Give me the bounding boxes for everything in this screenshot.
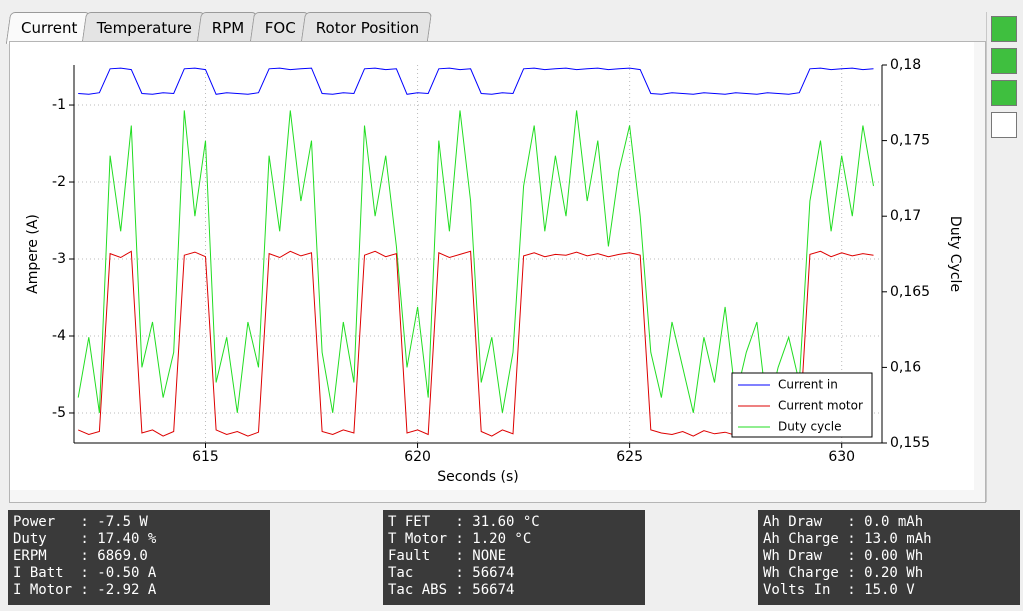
zoom-y-button[interactable] bbox=[991, 80, 1017, 106]
tab-label[interactable]: Temperature bbox=[97, 19, 193, 37]
stat-line: Volts In : 15.0 V bbox=[763, 582, 915, 598]
x-axis-label: Seconds (s) bbox=[437, 469, 518, 485]
y-tick-label: -4 bbox=[52, 328, 66, 344]
tab[interactable]: FOC bbox=[249, 12, 309, 41]
series-line bbox=[78, 67, 874, 95]
stats-panel: Power : -7.5 W Duty : 17.40 % ERPM : 6869.… bbox=[8, 510, 270, 605]
y-tick-label: -1 bbox=[52, 97, 66, 113]
tab-label[interactable]: Rotor Position bbox=[315, 19, 419, 37]
stat-line: ERPM : 6869.0 bbox=[13, 548, 148, 564]
stat-line: T Motor : 1.20 °C bbox=[388, 531, 532, 547]
x-tick-label: 620 bbox=[404, 449, 431, 465]
y-tick-label: -2 bbox=[52, 174, 66, 190]
stat-line: Wh Draw : 0.00 Wh bbox=[763, 548, 924, 564]
tab-label[interactable]: Current bbox=[21, 19, 78, 37]
legend-label: Current in bbox=[778, 378, 838, 392]
stat-line: Tac : 56674 bbox=[388, 565, 515, 581]
y2-tick-label: 0,17 bbox=[890, 208, 921, 224]
tab-label[interactable]: FOC bbox=[264, 19, 296, 37]
legend-label: Duty cycle bbox=[778, 420, 841, 434]
stat-line: Duty : 17.40 % bbox=[13, 531, 157, 547]
stat-line: Power : -7.5 W bbox=[13, 514, 148, 530]
stat-line: T FET : 31.60 °C bbox=[388, 514, 540, 530]
y2-tick-label: 0,18 bbox=[890, 57, 921, 73]
tab[interactable]: RPM bbox=[197, 12, 258, 41]
x-tick-label: 630 bbox=[828, 449, 855, 465]
y-tick-label: -5 bbox=[52, 405, 66, 421]
rescale-button[interactable] bbox=[991, 112, 1017, 138]
toolbar bbox=[986, 12, 1021, 502]
tab-bar: Current Temperature RPM FOC Rotor Position bbox=[5, 12, 433, 44]
y2-tick-label: 0,16 bbox=[890, 359, 921, 375]
y2-tick-label: 0,155 bbox=[890, 435, 930, 451]
tab-label[interactable]: RPM bbox=[212, 19, 245, 37]
tab[interactable]: Current bbox=[5, 12, 91, 44]
stat-line: Fault : NONE bbox=[388, 548, 507, 564]
x-tick-label: 625 bbox=[616, 449, 643, 465]
stat-line: Tac ABS : 56674 bbox=[388, 582, 515, 598]
stats-panel: T FET : 31.60 °C T Motor : 1.20 °C Fault :… bbox=[383, 510, 645, 605]
y2-axis-label: Duty Cycle bbox=[947, 216, 963, 292]
y-tick-label: -3 bbox=[52, 251, 66, 267]
y-axis-label: Ampere (A) bbox=[25, 214, 41, 294]
legend-label: Current motor bbox=[778, 399, 863, 413]
stat-line: I Motor : -2.92 A bbox=[13, 582, 157, 598]
zoom-both-button[interactable] bbox=[991, 16, 1017, 42]
stat-line: I Batt : -0.50 A bbox=[13, 565, 157, 581]
stat-line: Ah Charge : 13.0 mAh bbox=[763, 531, 932, 547]
legend-box bbox=[731, 372, 873, 438]
y2-tick-label: 0,175 bbox=[890, 133, 930, 149]
zoom-x-button[interactable] bbox=[991, 48, 1017, 74]
y2-tick-label: 0,165 bbox=[890, 284, 930, 300]
tab[interactable]: Temperature bbox=[82, 12, 206, 41]
stat-line: Wh Charge : 0.20 Wh bbox=[763, 565, 924, 581]
chart: 615 620 625 630 -5 -4 -3 -2 -1 0,155 0,16 0,165 0,17… bbox=[10, 42, 974, 490]
x-tick-label: 615 bbox=[192, 449, 219, 465]
stats-panel: Ah Draw : 0.0 mAh Ah Charge : 13.0 mAh Wh … bbox=[758, 510, 1020, 605]
tab[interactable]: Rotor Position bbox=[300, 12, 433, 41]
stat-line: Ah Draw : 0.0 mAh bbox=[763, 514, 924, 530]
